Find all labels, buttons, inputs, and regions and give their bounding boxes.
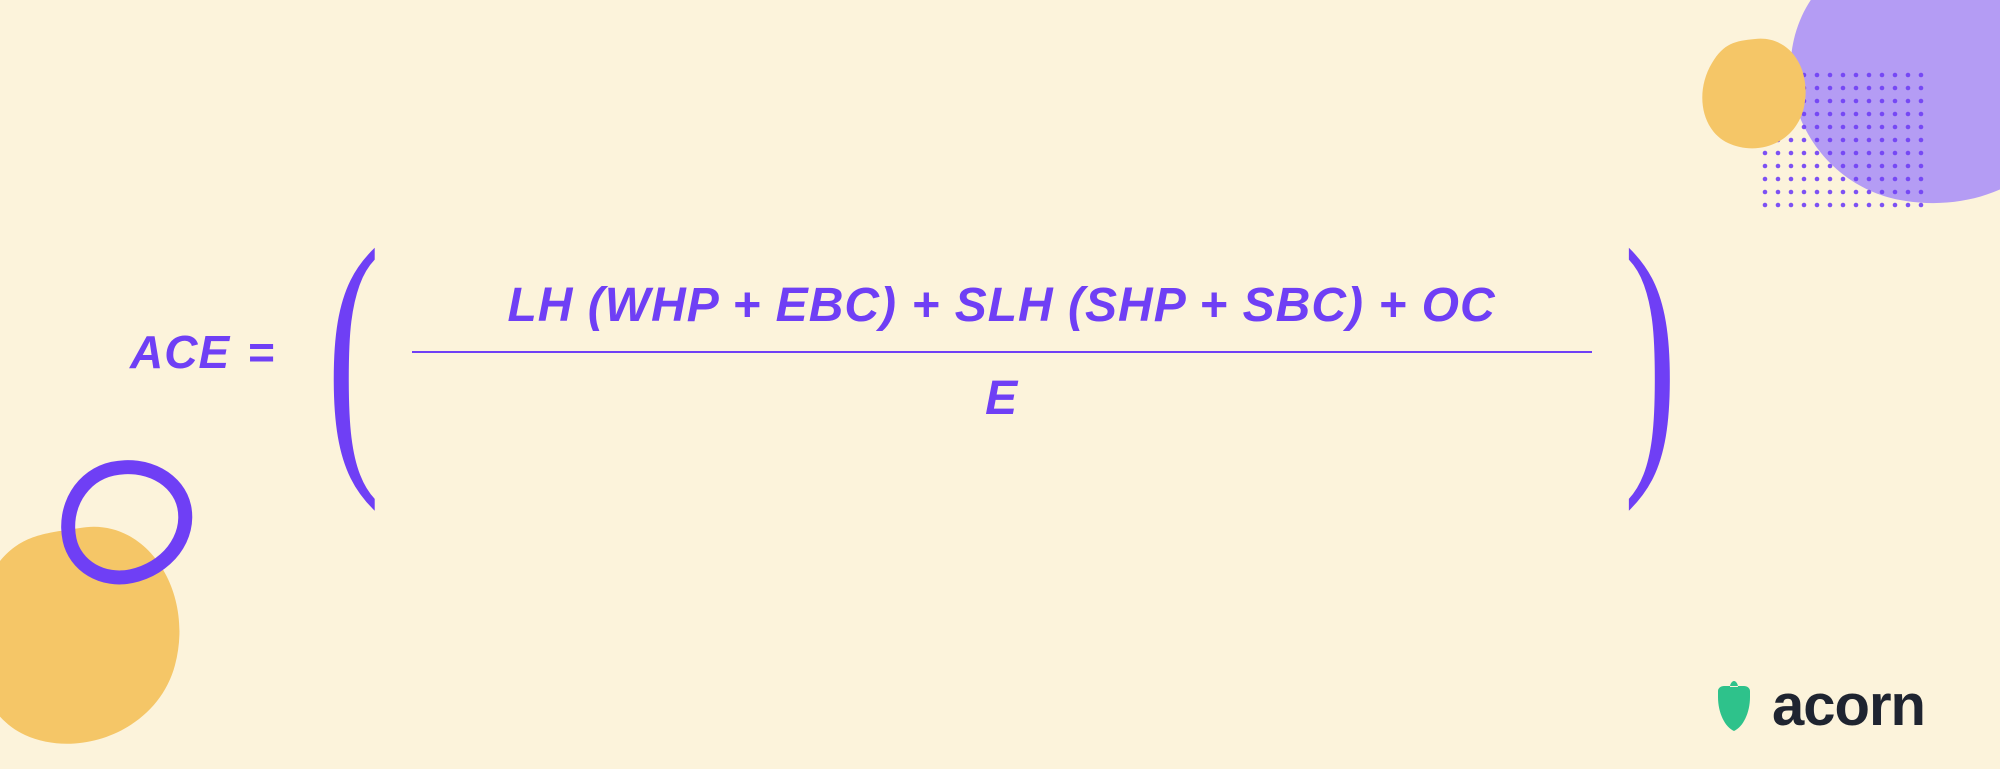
formula-lhs: ACE (130, 325, 230, 379)
formula-numerator: LH (WHP + EBC) + SLH (SHP + SBC) + OC (507, 278, 1495, 333)
formula: ACE = ( LH (WHP + EBC) + SLH (SHP + SBC)… (130, 250, 1698, 453)
brand-logo: acorn (1710, 672, 1925, 739)
paren-close: ) (1623, 250, 1676, 453)
formula-equals: = (248, 325, 275, 379)
infographic-canvas: ACE = ( LH (WHP + EBC) + SLH (SHP + SBC)… (0, 0, 2000, 769)
paren-open: ( (327, 250, 380, 453)
formula-denominator: E (985, 371, 1018, 426)
acorn-icon (1710, 679, 1758, 733)
brand-logo-text: acorn (1772, 672, 1925, 739)
blob-yellow-top-right (1700, 35, 1810, 155)
fraction-line (412, 351, 1592, 353)
formula-fraction: LH (WHP + EBC) + SLH (SHP + SBC) + OC E (412, 278, 1592, 426)
